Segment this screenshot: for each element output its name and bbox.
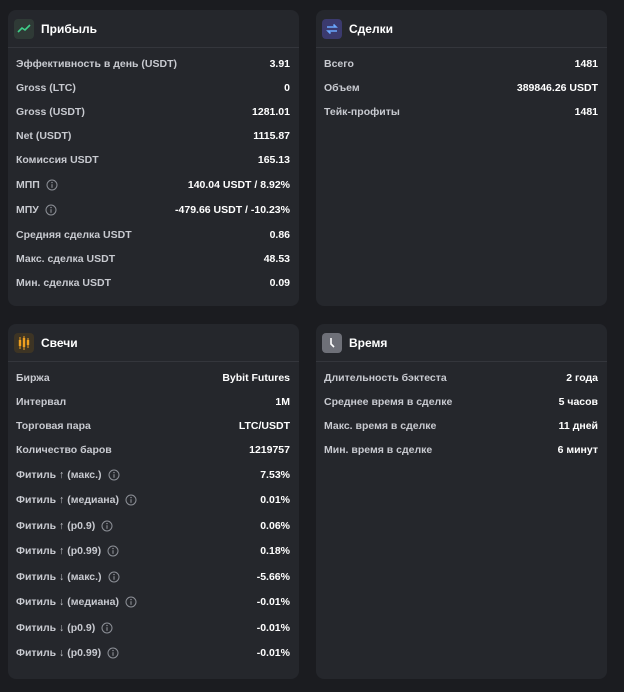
info-icon[interactable] bbox=[108, 571, 120, 583]
value: 6 минут bbox=[557, 444, 598, 456]
value: 0.86 bbox=[269, 229, 290, 241]
value: 165.13 bbox=[257, 154, 290, 166]
value: 3.91 bbox=[269, 58, 290, 70]
card-header: Свечи bbox=[8, 324, 299, 362]
label: Gross (LTC) bbox=[16, 82, 76, 94]
card-header: Время bbox=[316, 324, 607, 362]
value: 0.01% bbox=[260, 494, 290, 507]
info-icon[interactable] bbox=[46, 179, 58, 191]
card-header: Прибыль bbox=[8, 10, 299, 48]
label: Net (USDT) bbox=[16, 130, 72, 142]
label: Длительность бэктеста bbox=[324, 372, 447, 384]
label: Фитиль ↑ (макс.) bbox=[16, 468, 102, 481]
label: Мин. время в сделке bbox=[324, 444, 433, 456]
value: 1281.01 bbox=[252, 106, 290, 118]
info-icon[interactable] bbox=[107, 647, 119, 659]
info-icon[interactable] bbox=[45, 204, 57, 216]
label: МПУ bbox=[16, 204, 39, 217]
value: 389846.26 USDT bbox=[516, 82, 598, 94]
icon bbox=[322, 332, 342, 353]
label: Фитиль ↑ (медиана) bbox=[16, 494, 119, 507]
profit-card: Прибыль Эффективность в день (USDT) 3.91 … bbox=[8, 10, 299, 306]
label: Мин. сделка USDT bbox=[16, 277, 111, 289]
value: LTC/USDT bbox=[238, 420, 290, 432]
label: Средняя сделка USDT bbox=[16, 229, 132, 241]
value: -0.01% bbox=[256, 596, 290, 609]
value: 11 дней bbox=[558, 420, 598, 432]
label: Gross (USDT) bbox=[16, 106, 85, 118]
card-title: Сделки bbox=[349, 21, 393, 36]
label: Эффективность в день (USDT) bbox=[16, 58, 177, 70]
card-title: Прибыль bbox=[41, 21, 97, 36]
label: Интервал bbox=[16, 396, 67, 408]
label: Всего bbox=[324, 58, 354, 70]
label: Макс. время в сделке bbox=[324, 420, 437, 432]
value: 0.06% bbox=[260, 519, 290, 532]
value: 1M bbox=[275, 396, 290, 408]
value: -5.66% bbox=[256, 570, 290, 583]
info-icon[interactable] bbox=[108, 469, 120, 481]
label: Объем bbox=[324, 82, 360, 94]
label: МПП bbox=[16, 178, 40, 191]
info-icon[interactable] bbox=[101, 622, 113, 634]
label: Количество баров bbox=[16, 444, 112, 456]
label: Фитиль ↑ (p0.99) bbox=[16, 545, 102, 558]
value: 0.09 bbox=[269, 277, 290, 289]
value: 48.53 bbox=[263, 253, 290, 265]
icon bbox=[14, 332, 34, 353]
icon bbox=[322, 18, 342, 39]
value: 1115.87 bbox=[253, 130, 290, 142]
value: -0.01% bbox=[256, 621, 290, 634]
icon bbox=[14, 18, 34, 39]
label: Фитиль ↓ (p0.9) bbox=[16, 621, 96, 634]
value: Bybit Futures bbox=[222, 372, 290, 384]
value: 0.18% bbox=[260, 545, 290, 558]
value: 1219757 bbox=[249, 444, 290, 456]
label: Комиссия USDT bbox=[16, 154, 99, 166]
value: -479.66 USDT / -10.23% bbox=[175, 204, 290, 217]
card-title: Свечи bbox=[41, 335, 78, 350]
value: 7.53% bbox=[260, 468, 290, 481]
time-card: Время Длительность бэктеста 2 года Средне… bbox=[316, 324, 607, 679]
label: Среднее время в сделке bbox=[324, 396, 453, 408]
candles-card: Свечи Биржа Bybit Futures Интервал 1M Торг… bbox=[8, 324, 299, 679]
value: 140.04 USDT / 8.92% bbox=[187, 178, 290, 191]
label: Фитиль ↓ (медиана) bbox=[16, 596, 119, 609]
label: Фитиль ↓ (p0.99) bbox=[16, 647, 102, 660]
value: 5 часов bbox=[558, 396, 598, 408]
card-title: Время bbox=[349, 335, 388, 350]
info-icon[interactable] bbox=[107, 545, 119, 557]
value: 0 bbox=[284, 82, 290, 94]
info-icon[interactable] bbox=[101, 520, 113, 532]
value: -0.01% bbox=[256, 647, 290, 660]
label: Фитиль ↓ (макс.) bbox=[16, 570, 102, 583]
label: Макс. сделка USDT bbox=[16, 253, 116, 265]
label: Тейк-профиты bbox=[324, 106, 400, 118]
label: Фитиль ↑ (p0.9) bbox=[16, 519, 96, 532]
value: 1481 bbox=[574, 58, 598, 70]
deals-card: Сделки Всего 1481 Объем 389846.26 USDT Тей… bbox=[316, 10, 607, 306]
info-icon[interactable] bbox=[125, 596, 137, 608]
value: 2 года bbox=[566, 372, 598, 384]
label: Торговая пара bbox=[16, 420, 91, 432]
value: 1481 bbox=[574, 106, 598, 118]
card-header: Сделки bbox=[316, 10, 607, 48]
info-icon[interactable] bbox=[125, 494, 137, 506]
label: Биржа bbox=[16, 372, 50, 384]
